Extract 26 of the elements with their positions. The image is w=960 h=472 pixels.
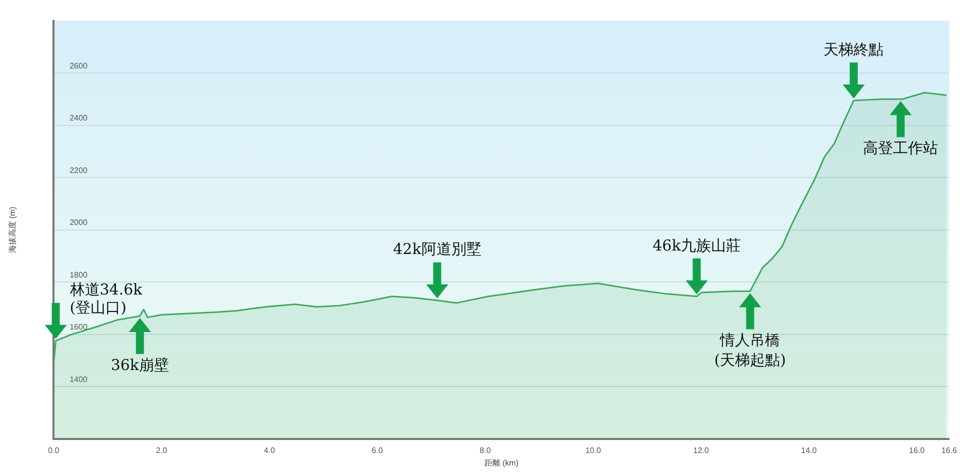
- x-tick-label: 16.6: [941, 446, 958, 455]
- annotation: 46k九族山莊: [652, 236, 741, 254]
- x-tick-label: 0.0: [48, 446, 60, 455]
- x-tick-label: 10.0: [585, 446, 602, 455]
- y-axis-title: 海拔高度 (m): [8, 206, 18, 253]
- annotation: 高登工作站: [863, 139, 938, 158]
- x-tick-label: 6.0: [372, 446, 384, 455]
- annotation: 天梯終點: [824, 40, 884, 58]
- x-tick-label: 2.0: [156, 446, 168, 455]
- y-tick-label: 2000: [70, 218, 88, 228]
- annotation: 林道34.6k (登山口): [68, 280, 144, 317]
- y-tick-label: 1600: [70, 322, 88, 332]
- x-tick-label: 14.0: [801, 446, 818, 455]
- x-tick-label: 16.0: [909, 446, 926, 455]
- x-tick-label: 12.0: [693, 446, 710, 455]
- y-tick-label: 1400: [70, 374, 88, 384]
- x-tick-label: 8.0: [480, 446, 492, 455]
- y-tick-label: 2200: [70, 166, 88, 175]
- annotation: 42k阿道別墅: [393, 240, 482, 258]
- y-tick-label: 2600: [70, 61, 88, 70]
- annotation: 情人吊橋 (天梯起點): [714, 331, 786, 370]
- y-tick-label: 2400: [70, 114, 88, 123]
- y-tick-label: 1800: [70, 270, 88, 280]
- annotation: 36k崩壁: [110, 356, 170, 374]
- x-axis-title: 距離 (km): [484, 458, 519, 468]
- x-tick-label: 4.0: [264, 446, 276, 455]
